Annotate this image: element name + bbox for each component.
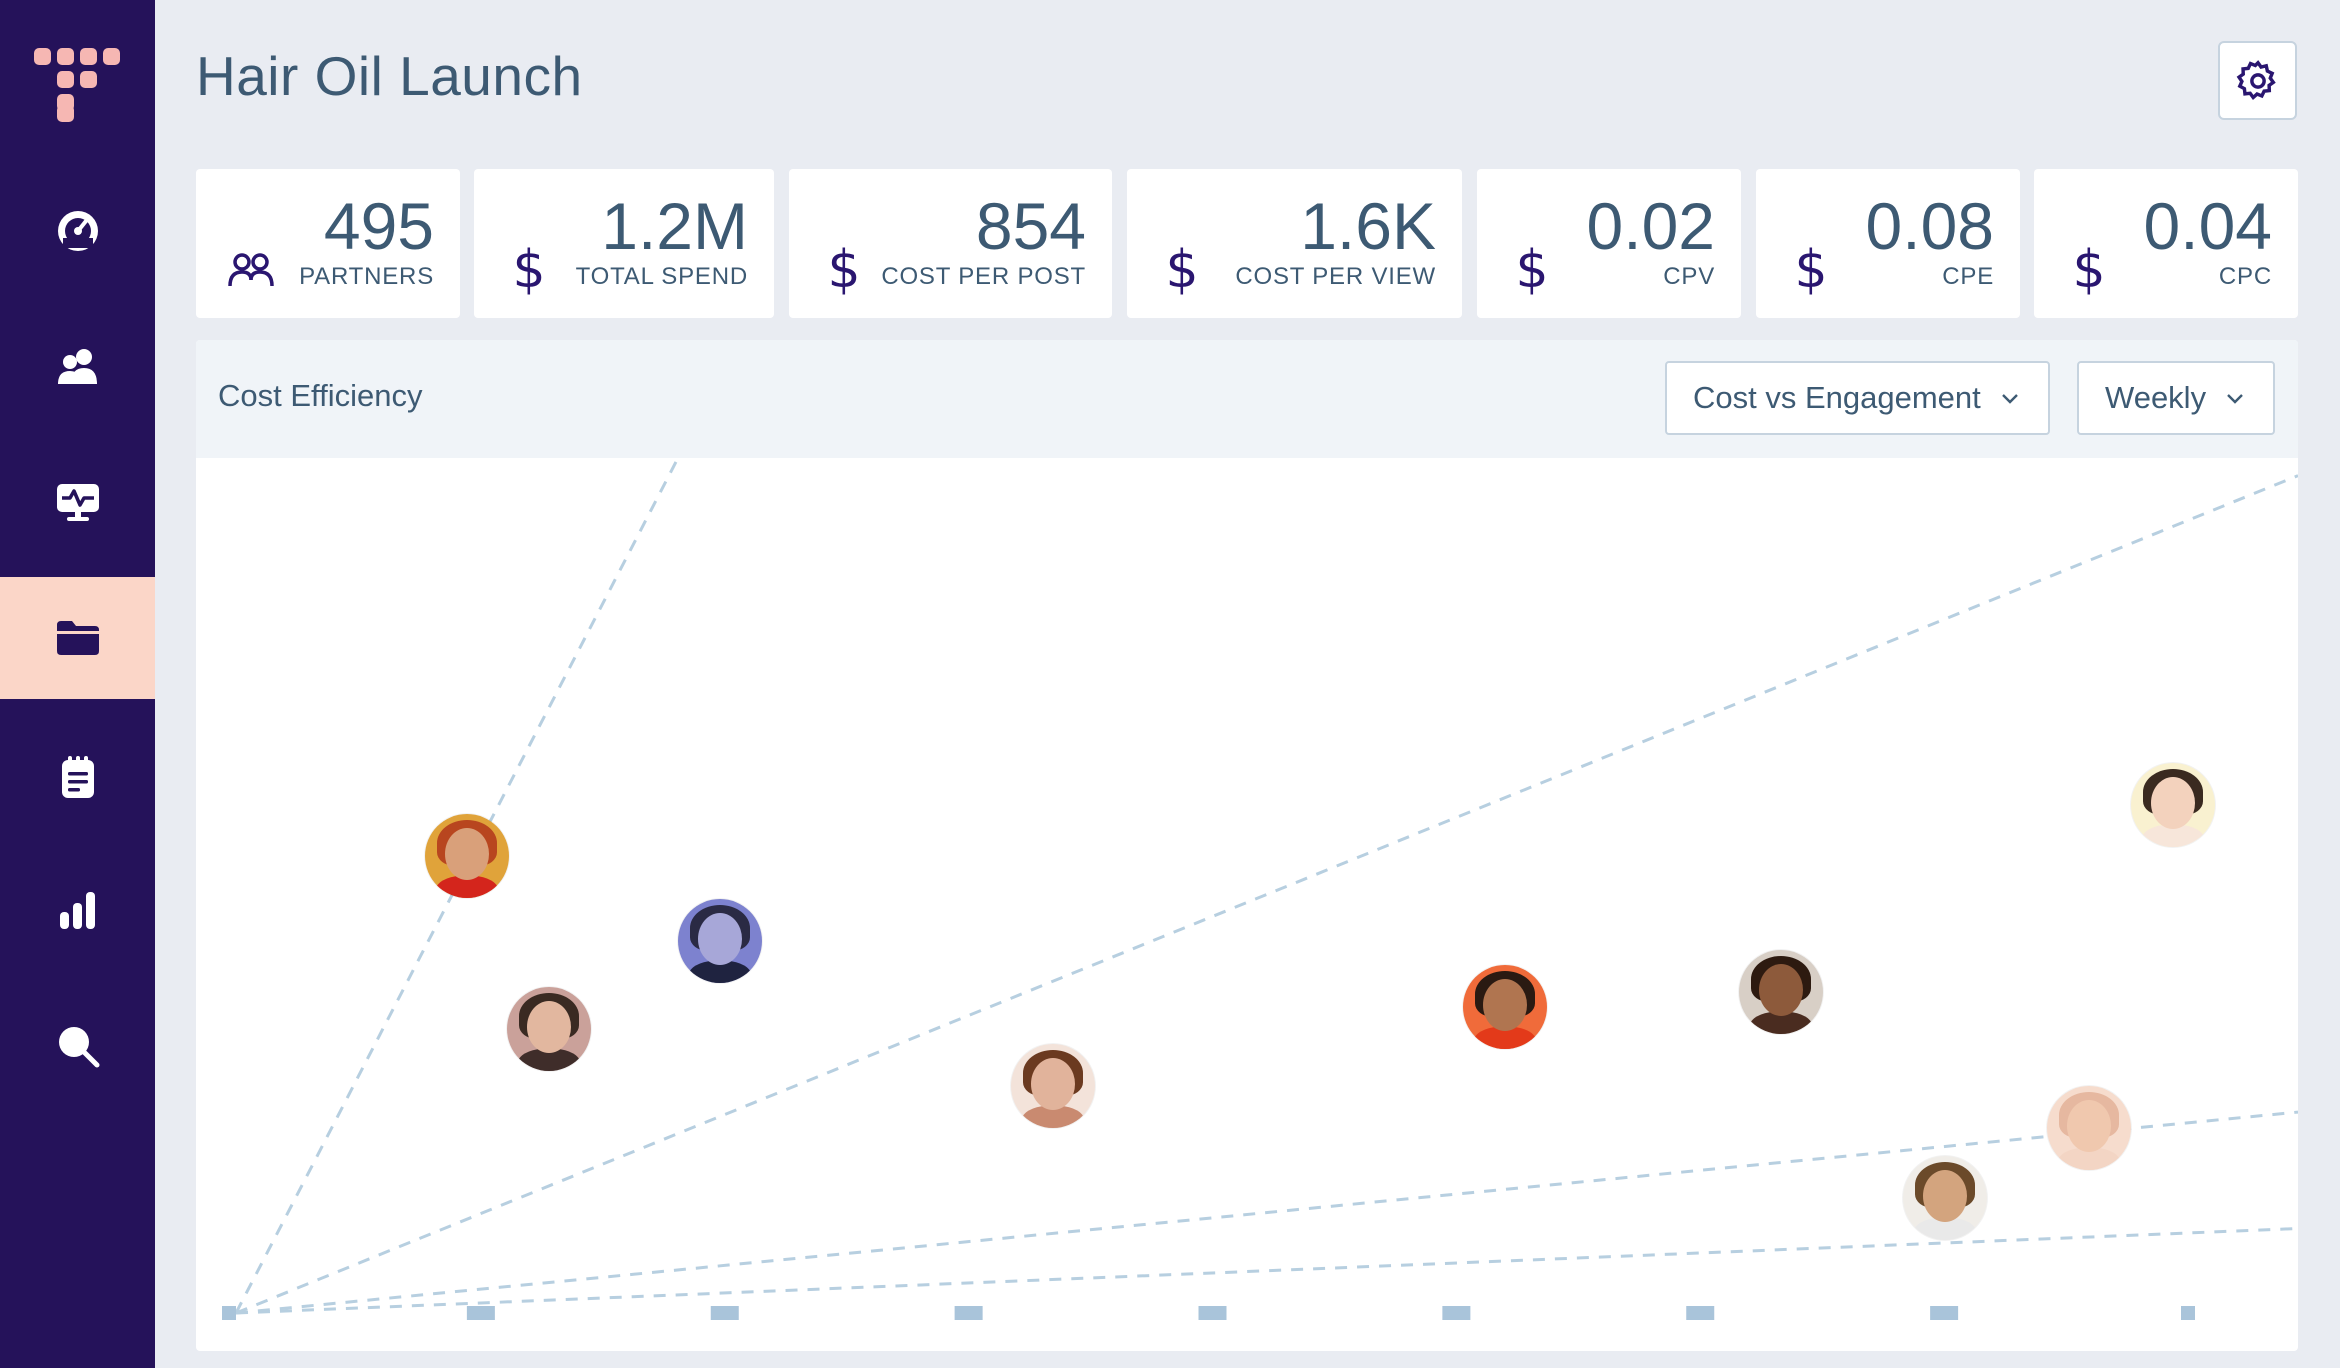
partner-avatar[interactable] — [2046, 1086, 2131, 1171]
period-dropdown-value: Weekly — [2105, 380, 2207, 415]
metric-dropdown[interactable]: Cost vs Engagement — [1665, 361, 2050, 435]
stat-label: CPE — [1942, 263, 1994, 290]
guide-line-2 — [235, 474, 2298, 1315]
x-axis-tick — [954, 1306, 983, 1320]
dollar-icon: $ — [1515, 240, 1549, 300]
avatar-body — [1912, 1218, 1977, 1241]
avatar-face — [2066, 1100, 2111, 1153]
x-axis-tick — [2181, 1306, 2195, 1320]
sidebar-item-dashboard[interactable] — [0, 170, 155, 292]
stat-card-cpc: $ 0.04 CPC — [2034, 169, 2298, 318]
dollar-icon: $ — [1794, 240, 1828, 300]
avatar-body — [1748, 1012, 1813, 1035]
partner-avatar[interactable] — [424, 814, 509, 899]
guide-line-3 — [235, 1110, 2298, 1315]
users-icon — [57, 349, 97, 384]
x-axis-tick — [1198, 1306, 1227, 1320]
sidebar-item-analytics[interactable] — [0, 850, 155, 972]
stat-value: 1.6K — [1300, 189, 1436, 263]
stat-card-cpe: $ 0.08 CPE — [1756, 169, 2020, 318]
sidebar-item-campaigns[interactable] — [0, 577, 155, 699]
panel-header: Cost Efficiency Cost vs Engagement Weekl… — [196, 340, 2298, 458]
gear-icon — [2236, 59, 2276, 100]
partner-avatar[interactable] — [1902, 1156, 1987, 1241]
stat-value: 0.08 — [1865, 189, 1994, 263]
stat-value: 495 — [323, 189, 434, 263]
sidebar — [0, 0, 155, 1368]
stat-label: CPV — [1663, 263, 1715, 290]
notepad-icon — [61, 756, 94, 798]
dollar-icon: $ — [1165, 240, 1199, 300]
guide-line-1 — [234, 457, 680, 1314]
avatar-body — [2056, 1148, 2121, 1171]
stat-value: 854 — [975, 189, 1086, 263]
cost-efficiency-chart — [222, 457, 2298, 1320]
partner-avatar[interactable] — [1738, 950, 1823, 1035]
avatar-body — [688, 960, 753, 983]
stat-card-cost-per-view: $ 1.6K COST PER VIEW — [1127, 169, 1462, 318]
cost-efficiency-panel: Cost Efficiency Cost vs Engagement Weekl… — [196, 340, 2298, 1351]
chevron-down-icon — [2227, 394, 2243, 404]
bar-chart-icon — [59, 892, 95, 929]
avatar-face — [1758, 964, 1803, 1017]
panel-title: Cost Efficiency — [218, 378, 423, 413]
x-axis-tick — [222, 1306, 236, 1320]
period-dropdown[interactable]: Weekly — [2077, 361, 2275, 435]
stat-label: PARTNERS — [299, 263, 434, 290]
stat-card-cpv: $ 0.02 CPV — [1477, 169, 1741, 318]
stat-value: 0.02 — [1586, 189, 1715, 263]
dollar-icon: $ — [827, 240, 861, 300]
partner-avatar[interactable] — [1463, 965, 1548, 1050]
page-title: Hair Oil Launch — [196, 45, 583, 107]
avatar-body — [516, 1048, 581, 1071]
chevron-down-icon — [2001, 394, 2018, 404]
avatar-body — [1021, 1106, 1086, 1129]
dollar-icon: $ — [512, 240, 546, 300]
folder-icon — [56, 621, 99, 655]
stat-card-partners: 495 PARTNERS — [196, 169, 460, 318]
avatar-face — [1483, 979, 1528, 1032]
stat-value: 1.2M — [601, 189, 748, 263]
x-axis-tick — [1686, 1306, 1715, 1320]
stat-label: CPC — [2218, 263, 2272, 290]
stat-label: TOTAL SPEND — [575, 263, 748, 290]
brand-logo[interactable] — [30, 44, 126, 124]
sidebar-item-search[interactable] — [0, 985, 155, 1107]
metric-dropdown-value: Cost vs Engagement — [1693, 380, 1981, 415]
x-axis-tick — [1930, 1306, 1959, 1320]
stat-label: COST PER POST — [881, 263, 1086, 290]
guide-line-4 — [235, 1226, 2298, 1315]
avatar-body — [2141, 824, 2206, 847]
stat-card-cost-per-post: $ 854 COST PER POST — [789, 169, 1112, 318]
partner-avatar[interactable] — [2131, 762, 2216, 847]
avatar-face — [698, 912, 743, 965]
stat-label: COST PER VIEW — [1235, 263, 1436, 290]
avatar-face — [1922, 1170, 1967, 1223]
settings-button[interactable] — [2218, 41, 2297, 120]
x-axis-tick — [1442, 1306, 1471, 1320]
users-outline-icon — [226, 245, 276, 295]
partner-avatar[interactable] — [506, 986, 591, 1071]
partner-avatar[interactable] — [1011, 1044, 1096, 1129]
sidebar-item-partners[interactable] — [0, 306, 155, 428]
search-icon — [58, 1027, 99, 1068]
avatar-body — [1473, 1027, 1538, 1050]
x-axis-tick — [466, 1306, 495, 1320]
avatar-face — [2151, 776, 2196, 829]
partner-avatar[interactable] — [678, 898, 763, 983]
stat-card-total-spend: $ 1.2M TOTAL SPEND — [474, 169, 774, 318]
avatar-face — [1031, 1058, 1076, 1111]
sidebar-item-monitor[interactable] — [0, 440, 155, 562]
avatar-face — [444, 828, 489, 881]
avatar-body — [434, 876, 499, 899]
dollar-icon: $ — [2072, 240, 2106, 300]
monitor-pulse-icon — [56, 484, 99, 521]
sidebar-item-notes[interactable] — [0, 716, 155, 838]
stat-value: 0.04 — [2143, 189, 2272, 263]
avatar-face — [526, 1000, 571, 1053]
speedometer-icon — [57, 211, 98, 251]
x-axis-tick — [710, 1306, 739, 1320]
